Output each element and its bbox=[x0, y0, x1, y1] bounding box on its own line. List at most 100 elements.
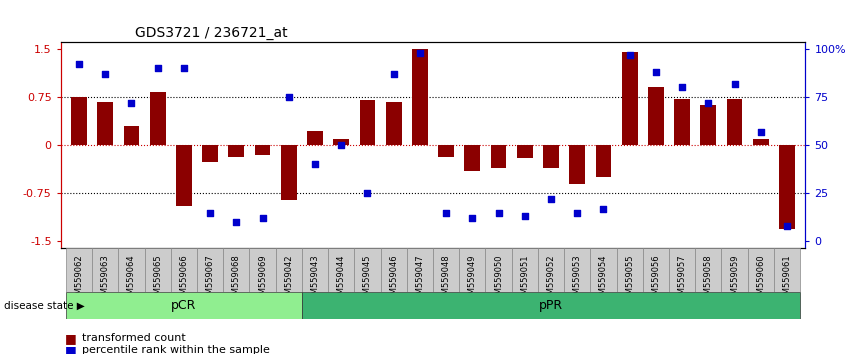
Text: GSM559064: GSM559064 bbox=[127, 255, 136, 305]
Point bbox=[387, 71, 401, 77]
Text: GSM559061: GSM559061 bbox=[783, 255, 792, 305]
Bar bbox=[176, 145, 191, 206]
Bar bbox=[97, 102, 113, 145]
FancyBboxPatch shape bbox=[354, 248, 380, 292]
Text: GSM559067: GSM559067 bbox=[205, 255, 215, 305]
FancyBboxPatch shape bbox=[643, 248, 669, 292]
Text: GSM559043: GSM559043 bbox=[311, 255, 320, 305]
Bar bbox=[727, 99, 742, 145]
Text: GSM559068: GSM559068 bbox=[232, 255, 241, 305]
Text: GSM559056: GSM559056 bbox=[651, 255, 661, 305]
Point bbox=[465, 216, 479, 221]
Text: GSM559050: GSM559050 bbox=[494, 255, 503, 305]
FancyBboxPatch shape bbox=[380, 248, 407, 292]
Bar bbox=[517, 145, 533, 158]
Point bbox=[649, 69, 662, 75]
FancyBboxPatch shape bbox=[275, 248, 302, 292]
Text: GSM559063: GSM559063 bbox=[100, 255, 110, 305]
Bar bbox=[307, 131, 323, 145]
Point bbox=[727, 81, 741, 86]
Bar bbox=[255, 145, 270, 155]
Bar bbox=[281, 145, 297, 200]
Bar bbox=[675, 99, 690, 145]
FancyBboxPatch shape bbox=[747, 248, 774, 292]
Text: GSM559069: GSM559069 bbox=[258, 255, 267, 305]
Bar bbox=[124, 126, 139, 145]
Text: GSM559062: GSM559062 bbox=[74, 255, 83, 305]
FancyBboxPatch shape bbox=[171, 248, 197, 292]
Bar bbox=[622, 52, 637, 145]
Text: disease state ▶: disease state ▶ bbox=[4, 301, 85, 311]
Text: GSM559054: GSM559054 bbox=[599, 255, 608, 305]
Point bbox=[675, 85, 689, 90]
Point bbox=[571, 210, 585, 215]
FancyBboxPatch shape bbox=[459, 248, 486, 292]
FancyBboxPatch shape bbox=[145, 248, 171, 292]
FancyBboxPatch shape bbox=[538, 248, 564, 292]
FancyBboxPatch shape bbox=[591, 248, 617, 292]
FancyBboxPatch shape bbox=[774, 248, 800, 292]
FancyBboxPatch shape bbox=[223, 248, 249, 292]
FancyBboxPatch shape bbox=[512, 248, 538, 292]
Bar bbox=[596, 145, 611, 177]
Point bbox=[623, 52, 637, 57]
Point bbox=[544, 196, 558, 202]
Bar bbox=[71, 97, 87, 145]
Point bbox=[597, 206, 611, 211]
Text: GSM559055: GSM559055 bbox=[625, 255, 634, 305]
FancyBboxPatch shape bbox=[617, 248, 643, 292]
Point bbox=[98, 71, 112, 77]
Point bbox=[334, 142, 348, 148]
Text: GSM559060: GSM559060 bbox=[756, 255, 766, 305]
Text: GSM559042: GSM559042 bbox=[284, 255, 294, 305]
Bar bbox=[569, 145, 585, 184]
Bar bbox=[648, 87, 663, 145]
Bar bbox=[229, 145, 244, 157]
Bar bbox=[438, 145, 454, 157]
Text: GSM559049: GSM559049 bbox=[468, 255, 477, 305]
Point bbox=[413, 50, 427, 56]
Text: GSM559065: GSM559065 bbox=[153, 255, 162, 305]
Bar bbox=[464, 145, 481, 171]
Bar bbox=[203, 145, 218, 162]
Text: GSM559047: GSM559047 bbox=[416, 255, 424, 305]
FancyBboxPatch shape bbox=[119, 248, 145, 292]
FancyBboxPatch shape bbox=[669, 248, 695, 292]
Text: GSM559053: GSM559053 bbox=[572, 255, 582, 305]
FancyBboxPatch shape bbox=[433, 248, 459, 292]
Text: GDS3721 / 236721_at: GDS3721 / 236721_at bbox=[135, 26, 288, 40]
Bar bbox=[753, 139, 769, 145]
Point bbox=[308, 161, 322, 167]
Bar bbox=[359, 100, 375, 145]
Point bbox=[701, 100, 715, 105]
FancyBboxPatch shape bbox=[486, 248, 512, 292]
Text: GSM559051: GSM559051 bbox=[520, 255, 529, 305]
Text: percentile rank within the sample: percentile rank within the sample bbox=[82, 346, 270, 354]
FancyBboxPatch shape bbox=[695, 248, 721, 292]
Text: GSM559052: GSM559052 bbox=[546, 255, 555, 305]
Text: pCR: pCR bbox=[171, 299, 197, 312]
Text: pPR: pPR bbox=[539, 299, 563, 312]
FancyBboxPatch shape bbox=[302, 248, 328, 292]
Bar bbox=[333, 139, 349, 145]
Text: GSM559058: GSM559058 bbox=[704, 255, 713, 305]
Point bbox=[780, 223, 794, 229]
FancyBboxPatch shape bbox=[407, 248, 433, 292]
Point bbox=[177, 65, 191, 71]
FancyBboxPatch shape bbox=[66, 248, 92, 292]
Point bbox=[229, 219, 243, 225]
Point bbox=[281, 94, 295, 100]
FancyBboxPatch shape bbox=[328, 248, 354, 292]
Text: ■: ■ bbox=[65, 332, 77, 344]
Point bbox=[151, 65, 165, 71]
Bar bbox=[412, 49, 428, 145]
Bar bbox=[701, 105, 716, 145]
FancyBboxPatch shape bbox=[564, 248, 591, 292]
Point bbox=[204, 210, 217, 215]
Bar bbox=[543, 145, 559, 167]
FancyBboxPatch shape bbox=[92, 248, 119, 292]
FancyBboxPatch shape bbox=[721, 248, 747, 292]
Text: GSM559057: GSM559057 bbox=[677, 255, 687, 305]
Point bbox=[492, 210, 506, 215]
Text: GSM559048: GSM559048 bbox=[442, 255, 450, 305]
